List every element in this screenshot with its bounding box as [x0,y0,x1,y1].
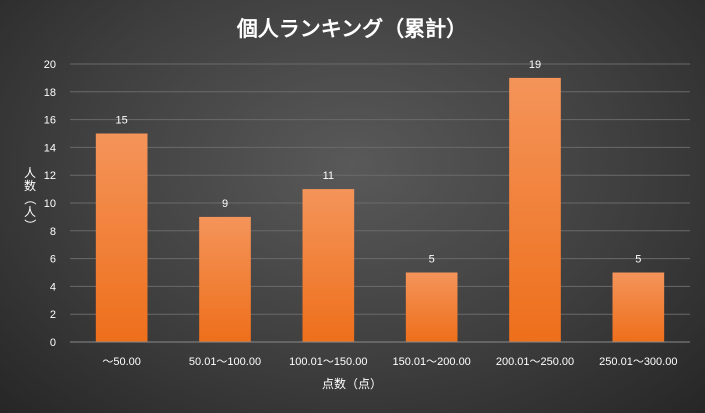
y-axis-title-char: 人 [24,166,36,180]
x-category-label: ～50.00 [102,356,141,368]
chart-title: 個人ランキング（累計） [236,17,467,41]
x-category-label: 100.01～150.00 [289,356,367,368]
bars [95,77,665,343]
gridlines [70,63,690,315]
data-label: 5 [429,254,435,266]
y-axis-title: 人数（人） [23,166,37,231]
x-category-label: 50.01～100.00 [189,356,261,368]
y-tick-label: 2 [50,309,56,321]
data-label: 11 [323,170,334,182]
x-axis-title: 点数（点） [322,376,382,391]
y-tick-label: 6 [50,254,56,266]
y-axis-title-char: （ [23,193,37,205]
data-label: 19 [529,59,541,71]
bar [302,189,355,342]
data-label: 15 [116,115,128,127]
data-labels: 15 9 11 5 19 5 [116,59,642,266]
y-tick-label: 0 [50,337,56,349]
bar [509,77,561,343]
y-tick-label: 4 [50,281,56,293]
y-tick-label: 10 [44,198,56,210]
x-category-label: 150.01～200.00 [393,356,471,368]
data-label: 5 [635,254,641,266]
bar [95,133,148,342]
y-tick-label: 20 [44,59,56,71]
x-category-label: 200.01～250.00 [496,356,574,368]
y-tick-label: 16 [44,115,56,127]
y-axis-title-char: 数 [24,178,36,193]
y-tick-label: 14 [44,142,56,154]
bar [405,272,458,342]
y-tick-label: 12 [44,170,56,182]
bar [199,216,251,342]
y-tick-label: 18 [44,87,56,99]
data-label: 9 [222,198,228,210]
x-category-label: 250.01～300.00 [599,356,677,368]
bar [612,272,665,342]
y-axis-title-char: ） [23,219,37,231]
y-axis-title-char: 人 [24,205,36,219]
x-axis-categories: ～50.00 50.01～100.00 100.01～150.00 150.01～20… [102,356,677,368]
y-tick-label: 8 [50,226,56,238]
y-axis-ticks: 0 2 4 6 8 10 12 14 16 18 20 [44,59,56,349]
